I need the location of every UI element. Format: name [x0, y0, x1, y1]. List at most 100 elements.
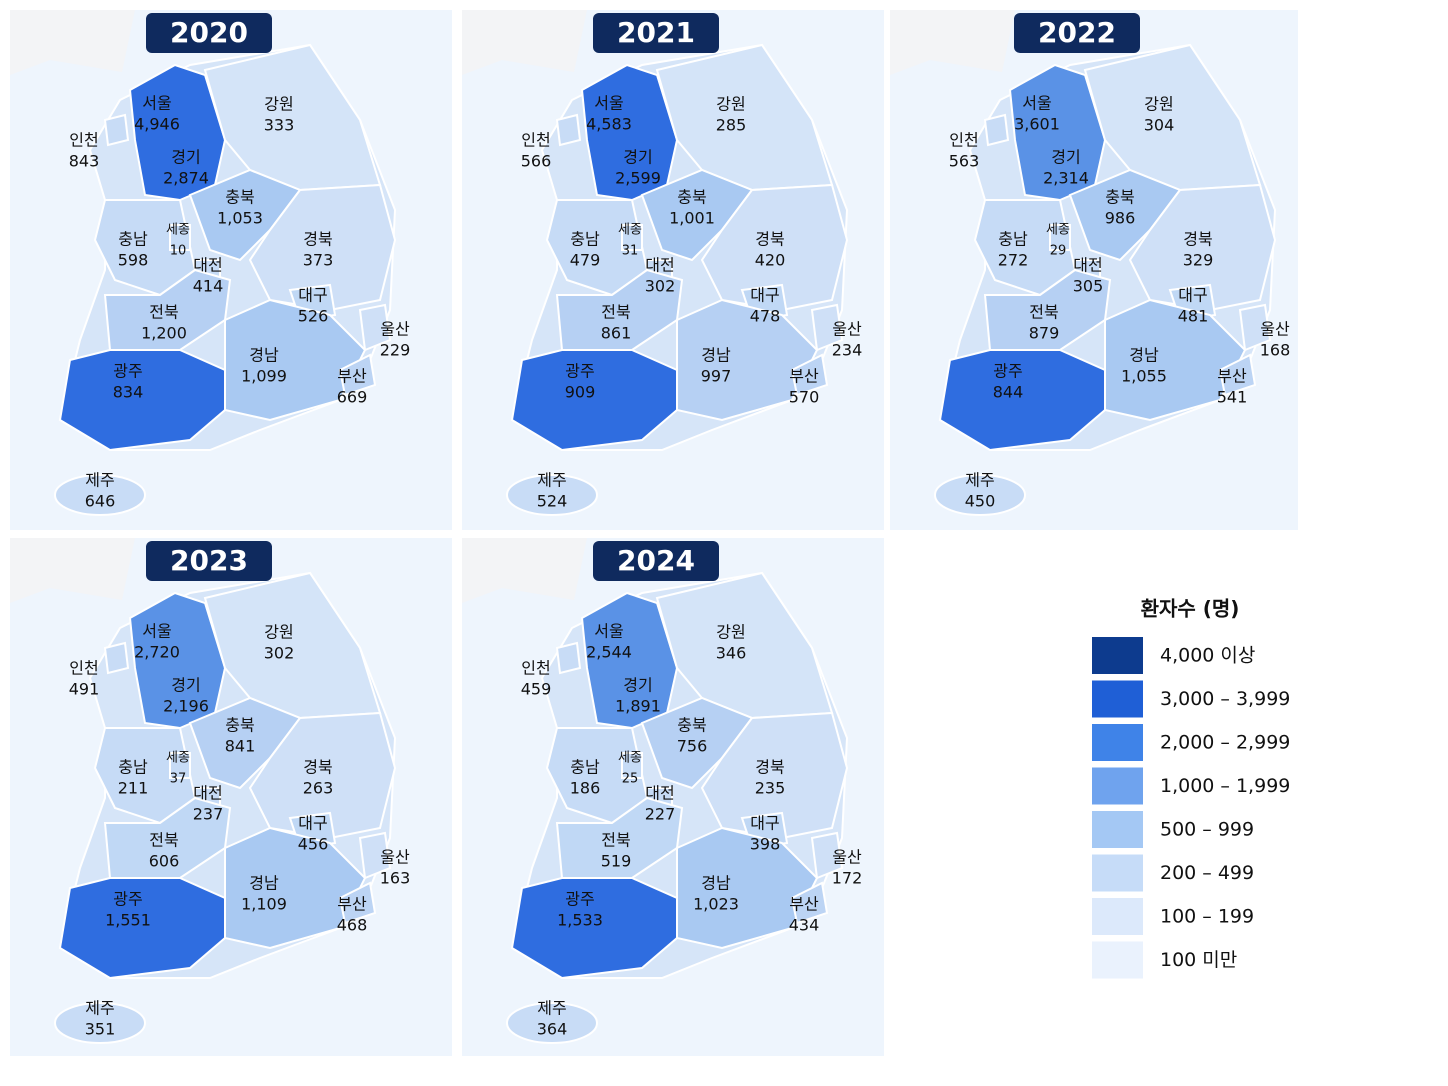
north-land: [890, 10, 1015, 75]
region-name: 광주: [565, 890, 594, 909]
region-shape: [54, 474, 146, 516]
region-name: 경남: [701, 346, 731, 365]
region-name: 부산: [1217, 367, 1247, 386]
region-value: 478: [750, 307, 781, 326]
region-value: 519: [601, 852, 632, 871]
region-value: 456: [298, 835, 329, 854]
region-value: 669: [337, 388, 368, 407]
region-name: 경남: [1129, 346, 1159, 365]
region-name: 인천: [69, 659, 98, 678]
region-name: 충남: [118, 230, 148, 249]
region-name: 강원: [716, 623, 745, 642]
region-name: 세종: [618, 751, 642, 766]
region-value: 302: [645, 277, 676, 296]
map-panel: 서울 2,544 인천 459 경기 1,891 강원 346 충북 756 충남 186 세종 25 대전…: [462, 538, 884, 1056]
region-value: 879: [1029, 324, 1060, 343]
region-shape: [510, 877, 678, 980]
legend-swatch: [1092, 898, 1143, 935]
region-shape: [58, 349, 226, 452]
year-label: 2023: [170, 544, 248, 577]
region-name: 전북: [601, 303, 630, 322]
legend-label: 3,000 – 3,999: [1160, 688, 1290, 710]
region-name: 경기: [623, 148, 652, 167]
year-label: 2022: [1038, 16, 1116, 49]
year-badge: [1014, 13, 1140, 53]
region-name: 경기: [623, 676, 652, 695]
region-name: 충남: [570, 230, 600, 249]
region-name: 부산: [337, 895, 367, 914]
legend-swatch: [1092, 680, 1143, 718]
map-panel: 서울 4,583 인천 566 경기 2,599 강원 285 충북 1,001 충남 479 세종 31…: [462, 10, 884, 530]
region-value: 346: [716, 644, 747, 663]
region-name: 충남: [998, 230, 1028, 249]
region-value: 541: [1217, 388, 1248, 407]
region-shape: [169, 224, 191, 251]
legend-label: 500 – 999: [1160, 819, 1254, 841]
region-value: 1,891: [615, 697, 661, 716]
region-name: 울산: [832, 848, 862, 867]
legend-label: 2,000 – 2,999: [1160, 732, 1290, 754]
region-shape: [621, 752, 643, 779]
region-name: 울산: [380, 320, 410, 339]
region-value: 479: [570, 251, 601, 270]
region-name: 대전: [645, 784, 674, 803]
region-name: 전북: [1029, 303, 1058, 322]
legend-swatch: [1092, 941, 1143, 979]
region-shape: [790, 881, 829, 925]
region-name: 대전: [645, 256, 674, 275]
region-value: 646: [85, 492, 116, 511]
region-shape: [934, 474, 1026, 516]
region-shape: [1049, 224, 1071, 251]
region-shape: [810, 303, 844, 352]
region-name: 강원: [264, 95, 293, 114]
region-name: 경북: [1183, 230, 1212, 249]
region-name: 서울: [594, 94, 623, 113]
legend-label: 200 – 499: [1160, 862, 1254, 884]
year-badge: [593, 13, 719, 53]
region-name: 세종: [166, 751, 190, 766]
region-shape: [506, 1002, 598, 1044]
region-name: 서울: [1022, 94, 1051, 113]
region-value: 524: [537, 492, 568, 511]
region-name: 인천: [521, 131, 550, 150]
region-name: 울산: [832, 320, 862, 339]
region-name: 인천: [69, 131, 98, 150]
region-value: 420: [755, 251, 786, 270]
region-name: 전북: [149, 831, 178, 850]
region-shape: [790, 353, 829, 397]
region-value: 398: [750, 835, 781, 854]
region-value: 302: [264, 644, 295, 663]
region-shape: [555, 641, 582, 675]
region-value: 329: [1183, 251, 1214, 270]
region-name: 인천: [521, 659, 550, 678]
region-value: 25: [622, 772, 639, 787]
region-shape: [358, 303, 392, 352]
region-value: 333: [264, 116, 295, 135]
region-value: 1,001: [669, 209, 715, 228]
region-name: 대구: [750, 814, 779, 833]
region-name: 제주: [537, 471, 566, 490]
region-value: 227: [645, 805, 676, 824]
region-name: 광주: [113, 362, 142, 381]
year-label: 2024: [617, 544, 695, 577]
region-shape: [103, 641, 130, 675]
region-name: 대전: [193, 784, 222, 803]
region-name: 제주: [537, 999, 566, 1018]
region-value: 263: [303, 779, 334, 798]
region-shape: [103, 113, 130, 147]
region-value: 434: [789, 916, 820, 935]
region-value: 235: [755, 779, 786, 798]
year-badge: [593, 541, 719, 581]
region-shape: [506, 474, 598, 516]
map-panel: 서울 4,946 인천 843 경기 2,874 강원 333 충북 1,053 충남 598 세종 10…: [10, 10, 452, 530]
region-value: 4,946: [134, 115, 180, 134]
legend-swatch: [1092, 811, 1143, 848]
region-name: 대전: [1073, 256, 1102, 275]
region-value: 1,023: [693, 895, 739, 914]
region-value: 168: [1260, 341, 1291, 360]
year-label: 2020: [170, 16, 248, 49]
region-value: 756: [677, 737, 708, 756]
region-shape: [555, 113, 582, 147]
region-name: 서울: [142, 94, 171, 113]
region-name: 전북: [149, 303, 178, 322]
